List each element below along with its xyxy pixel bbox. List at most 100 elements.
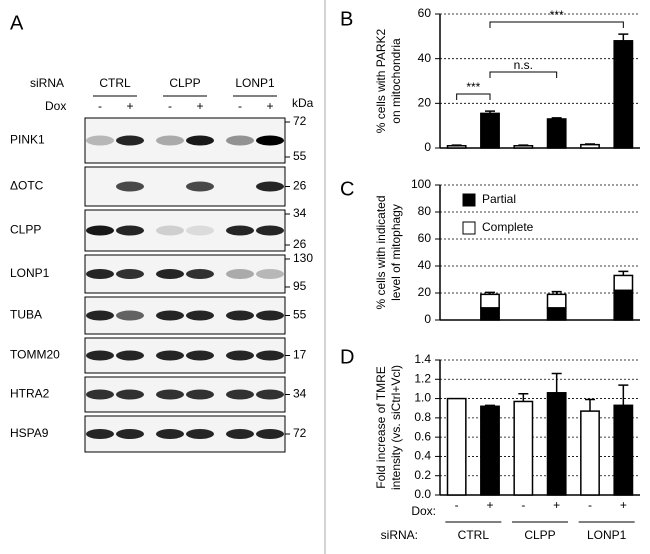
x-row-label: Dox: [411, 504, 436, 518]
band [86, 310, 114, 321]
protein-label: TOMM20 [10, 348, 60, 362]
group-label: CTRL [99, 76, 131, 90]
y-axis-label: % cells with indicated [374, 195, 388, 309]
annotation: *** [550, 8, 564, 22]
y-tick-label: 40 [418, 51, 432, 65]
error-bar [451, 144, 462, 146]
band [226, 389, 254, 400]
band [116, 389, 144, 400]
dox-sign: - [521, 498, 525, 512]
protein-label: CLPP [10, 223, 41, 237]
bar-segment [480, 307, 500, 321]
marker-label: 55 [293, 149, 307, 163]
band [116, 429, 144, 439]
band [116, 350, 144, 361]
bar [613, 404, 634, 496]
band [226, 135, 254, 146]
y-axis-label: intensity (vs. siCtrl+Vcl) [389, 365, 403, 490]
band [186, 181, 214, 192]
marker-label: 72 [293, 114, 307, 128]
protein-label: ΔOTC [10, 179, 44, 193]
band [186, 269, 214, 279]
y-tick-label: 0.8 [414, 410, 431, 424]
legend-swatch [462, 193, 476, 207]
band [256, 310, 284, 321]
bar-segment [613, 289, 634, 321]
group-label: CLPP [524, 528, 555, 542]
band [116, 225, 144, 236]
bar [513, 400, 534, 496]
dox-sign: + [553, 498, 560, 512]
band [226, 269, 254, 279]
unit: kDa [292, 96, 314, 110]
band [226, 429, 254, 439]
band [226, 350, 254, 361]
dox-sign: + [126, 99, 133, 113]
y-tick-label: 0.6 [414, 429, 431, 443]
dox-sign: - [588, 498, 592, 512]
blot-box [84, 337, 286, 374]
band [86, 350, 114, 361]
band [116, 135, 144, 146]
dox-sign: + [196, 99, 203, 113]
band [86, 429, 114, 439]
error-bar [518, 393, 529, 402]
error-bar [485, 404, 495, 407]
band [86, 269, 114, 279]
marker-label: 17 [293, 348, 307, 362]
legend-label: Complete [482, 220, 534, 234]
error-bar [518, 144, 529, 146]
marker-label: 72 [293, 426, 307, 440]
bar [546, 392, 567, 496]
bar-segment [546, 293, 567, 309]
panel-label: C [340, 178, 354, 200]
band [86, 135, 114, 146]
band [256, 225, 284, 236]
y-tick-label: 0.0 [414, 487, 431, 501]
error-bar [618, 384, 629, 406]
annotation: n.s. [514, 58, 533, 72]
dox-sign: - [168, 99, 172, 113]
band [156, 350, 184, 361]
blot-box [84, 209, 286, 252]
y-tick-label: 60 [418, 6, 432, 20]
band [226, 310, 254, 321]
band [186, 429, 214, 439]
error-bar [618, 33, 629, 41]
y-tick-label: 60 [418, 231, 432, 245]
error-bar [585, 143, 595, 145]
y-tick-label: 20 [418, 96, 432, 110]
annotation: *** [466, 80, 480, 94]
band [186, 135, 214, 146]
protein-label: LONP1 [10, 266, 50, 280]
group-label: LONP1 [587, 528, 627, 542]
y-axis-label: on mitochondria [389, 38, 403, 124]
band [86, 389, 114, 400]
band [116, 269, 144, 279]
dox-sign: + [486, 498, 493, 512]
error-bar [585, 398, 595, 412]
dox-sign: - [238, 99, 242, 113]
band [186, 225, 214, 236]
dox-sign: - [98, 99, 102, 113]
bar-segment [546, 307, 567, 321]
protein-label: HSPA9 [10, 426, 49, 440]
dox-sign: + [266, 99, 273, 113]
error-bar [485, 291, 495, 295]
band [116, 310, 144, 321]
band [156, 429, 184, 439]
error-bar [618, 270, 629, 276]
y-tick-label: 80 [418, 204, 432, 218]
bar [480, 405, 500, 496]
protein-label: PINK1 [10, 133, 45, 147]
protein-label: TUBA [10, 308, 42, 322]
protein-label: HTRA2 [10, 387, 50, 401]
band [256, 269, 284, 279]
blot-box [84, 117, 286, 164]
blot-box [84, 166, 286, 207]
band [256, 429, 284, 439]
panel-label: D [340, 346, 354, 368]
label: Dox [45, 99, 66, 113]
y-tick-label: 1.0 [414, 391, 431, 405]
